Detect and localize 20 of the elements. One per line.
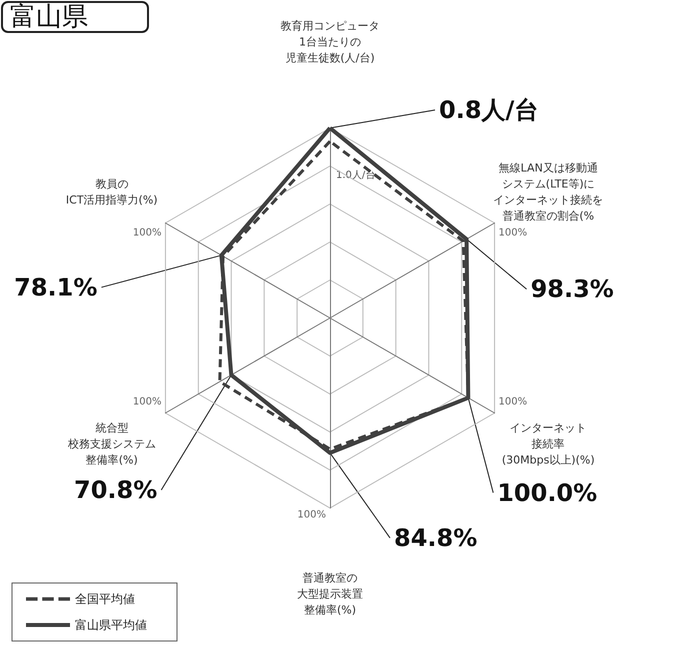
text: 100% xyxy=(132,228,162,238)
text: 100% xyxy=(132,396,162,408)
spoke-label: 統合型校務支援システム整備率(%) xyxy=(66,422,156,466)
spoke-label: 教育用コンピュータ1台当たりの児童生徒数(人/台) xyxy=(280,20,380,64)
text: 100% xyxy=(297,510,326,520)
text: 98.3% xyxy=(530,275,614,304)
text: 0.8人/台 xyxy=(439,96,538,124)
spoke-label: 教員のICT活用指導力(%) xyxy=(66,178,158,206)
text: 84.8% xyxy=(394,524,478,552)
text: 100% xyxy=(498,396,528,408)
spoke-label: 無線LAN又は移動通システム(LTE等)にインターネット接続を普通教室の割合(% xyxy=(493,162,604,222)
spoke-label: インターネット接続率(30Mbps以上)(%) xyxy=(502,422,595,466)
text: 70.8% xyxy=(74,476,158,504)
text: 100.0% xyxy=(497,478,598,507)
text: 78.1% xyxy=(14,273,98,302)
text: 100% xyxy=(498,228,528,238)
legend-label: 全国平均値 xyxy=(75,592,135,606)
spoke-label: 普通教室の大型提示装置整備率(%) xyxy=(297,572,363,616)
legend-label: 富山県平均値 xyxy=(75,618,147,632)
chart-title: 富山県 xyxy=(10,2,88,32)
